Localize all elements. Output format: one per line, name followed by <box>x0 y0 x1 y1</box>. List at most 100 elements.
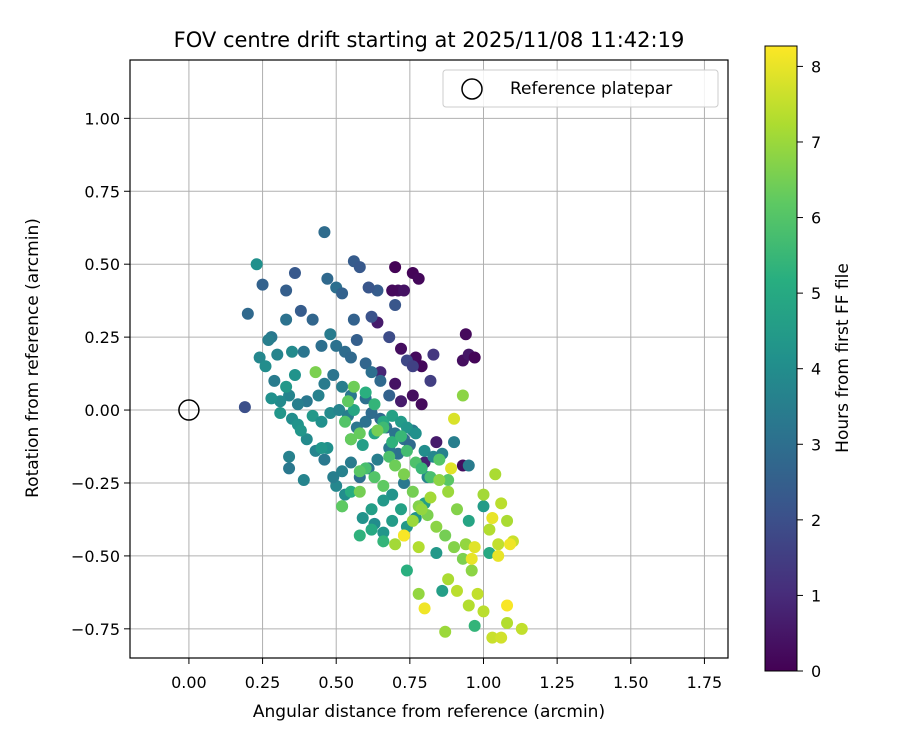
grid-lines <box>130 60 728 658</box>
data-point <box>450 503 463 516</box>
data-point <box>327 369 340 382</box>
data-point <box>406 360 419 373</box>
data-point <box>386 409 399 422</box>
data-point <box>439 625 452 638</box>
data-point <box>386 488 399 501</box>
data-point <box>389 377 402 390</box>
data-point <box>274 406 287 419</box>
data-point <box>294 424 307 437</box>
data-point <box>501 599 514 612</box>
data-point <box>365 366 378 379</box>
data-point <box>424 491 437 504</box>
legend-entry-reference-platepar: Reference platepar <box>510 79 672 99</box>
data-point <box>389 538 402 551</box>
data-point <box>371 424 384 437</box>
data-point <box>492 549 505 562</box>
data-point <box>347 404 360 417</box>
data-point <box>283 450 296 463</box>
data-point <box>309 366 322 379</box>
data-point <box>430 520 443 533</box>
data-point <box>336 380 349 393</box>
data-point <box>495 631 508 644</box>
colorbar-tick-label: 7 <box>811 133 821 152</box>
y-tick-label: −0.25 <box>71 474 120 493</box>
data-point <box>501 514 514 527</box>
data-point <box>353 261 366 274</box>
data-point <box>415 360 428 373</box>
data-point <box>353 427 366 440</box>
data-point <box>356 439 369 452</box>
data-point <box>397 468 410 481</box>
data-point <box>412 587 425 600</box>
data-point <box>286 345 299 358</box>
colorbar-tick-label: 5 <box>811 284 821 303</box>
data-point <box>368 398 381 411</box>
data-point <box>324 328 337 341</box>
x-tick-label: 1.00 <box>466 673 502 692</box>
colorbar-tick-label: 3 <box>811 435 821 454</box>
y-tick-label: 0.25 <box>84 328 120 347</box>
data-point <box>336 500 349 513</box>
data-point <box>333 404 346 417</box>
data-point <box>412 272 425 285</box>
data-point <box>306 409 319 422</box>
data-point <box>321 272 334 285</box>
data-point <box>471 587 484 600</box>
data-point <box>415 398 428 411</box>
data-point <box>427 348 440 361</box>
data-point <box>359 415 372 428</box>
data-point <box>383 331 396 344</box>
data-point <box>365 503 378 516</box>
x-tick-label: 0.50 <box>318 673 354 692</box>
data-point <box>315 339 328 352</box>
y-tick-label: −0.50 <box>71 547 120 566</box>
data-point <box>465 564 478 577</box>
y-tick-label: −0.75 <box>71 620 120 639</box>
data-point <box>456 552 469 565</box>
data-point <box>386 284 399 297</box>
data-point <box>377 526 390 539</box>
data-point <box>386 514 399 527</box>
data-point <box>336 287 349 300</box>
data-point <box>395 503 408 516</box>
data-point <box>344 351 357 364</box>
colorbar-label: Hours from first FF file <box>833 263 853 453</box>
x-axis-label: Angular distance from reference (arcmin) <box>253 702 605 722</box>
data-point <box>389 459 402 472</box>
data-point <box>262 334 275 347</box>
data-point <box>397 529 410 542</box>
data-point <box>483 523 496 536</box>
data-point <box>297 345 310 358</box>
data-point <box>442 573 455 586</box>
data-point <box>433 453 446 466</box>
data-point <box>356 511 369 524</box>
data-point <box>238 401 251 414</box>
colorbar-tick-label: 4 <box>811 360 821 379</box>
y-axis-label: Rotation from reference (arcmin) <box>23 218 43 498</box>
data-point <box>347 313 360 326</box>
data-point <box>294 304 307 317</box>
data-point <box>477 500 490 513</box>
data-point <box>374 374 387 387</box>
x-tick-label: 0.75 <box>392 673 428 692</box>
data-point <box>318 377 331 390</box>
data-point <box>486 511 499 524</box>
data-point <box>288 266 301 279</box>
data-point <box>344 485 357 498</box>
y-tick-label: 1.00 <box>84 109 120 128</box>
data-point <box>318 226 331 239</box>
data-point <box>459 328 472 341</box>
data-point <box>468 351 481 364</box>
data-point <box>347 380 360 393</box>
data-point <box>312 389 325 402</box>
data-point <box>442 474 455 487</box>
data-point <box>353 529 366 542</box>
data-point <box>283 462 296 475</box>
data-point <box>477 488 490 501</box>
data-point <box>350 334 363 347</box>
data-point <box>406 389 419 402</box>
data-point <box>450 584 463 597</box>
data-point <box>386 436 399 449</box>
legend-marker-icon <box>461 78 483 100</box>
data-point <box>456 389 469 402</box>
